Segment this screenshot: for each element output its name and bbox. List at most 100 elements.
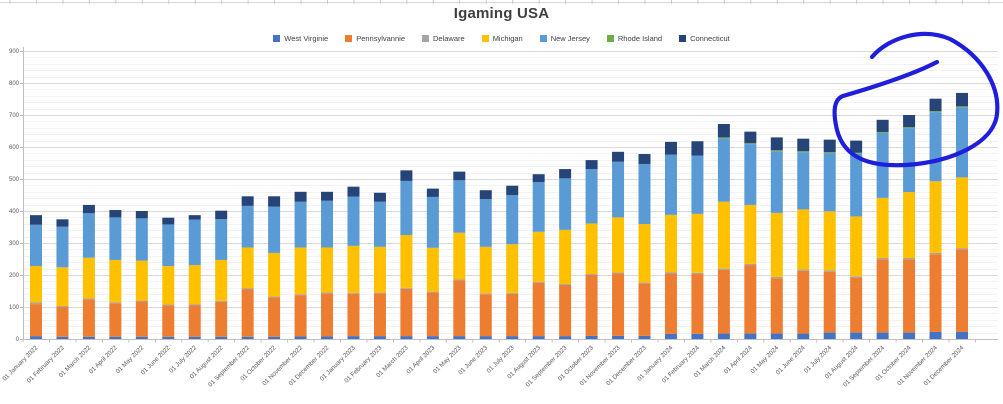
bar-segment[interactable] (82, 336, 95, 339)
bar-segment[interactable] (929, 111, 942, 113)
bar-segment[interactable] (797, 333, 810, 339)
bar-segment[interactable] (241, 289, 254, 337)
bar-segment[interactable] (691, 274, 704, 334)
bar-segment[interactable] (453, 279, 466, 281)
bar-segment[interactable] (506, 185, 519, 195)
bar-segment[interactable] (532, 281, 545, 283)
bar-segment[interactable] (188, 265, 201, 305)
bar-segment[interactable] (135, 300, 148, 302)
bar-segment[interactable] (850, 276, 863, 278)
bar-segment[interactable] (955, 92, 968, 107)
bar-01-june-2023[interactable] (479, 190, 492, 339)
bar-segment[interactable] (612, 161, 625, 218)
bar-segment[interactable] (929, 331, 942, 339)
bar-segment[interactable] (955, 107, 968, 178)
bar-segment[interactable] (744, 144, 757, 205)
bar-segment[interactable] (109, 302, 122, 304)
bar-segment[interactable] (585, 169, 598, 224)
bar-segment[interactable] (56, 306, 69, 307)
bar-segment[interactable] (559, 178, 572, 230)
bar-segment[interactable] (585, 275, 598, 336)
bar-segment[interactable] (638, 224, 651, 283)
bar-segment[interactable] (585, 335, 598, 339)
bar-segment[interactable] (82, 299, 95, 337)
legend-item-rhode-island[interactable]: Rhode Island (606, 34, 662, 43)
bar-segment[interactable] (876, 332, 889, 339)
bar-01-september-2024[interactable] (876, 119, 889, 339)
bar-segment[interactable] (876, 259, 889, 333)
bar-segment[interactable] (744, 131, 757, 144)
bar-segment[interactable] (56, 226, 69, 268)
bar-segment[interactable] (929, 181, 942, 253)
bar-segment[interactable] (426, 188, 439, 197)
bar-segment[interactable] (479, 199, 492, 247)
bar-segment[interactable] (691, 333, 704, 339)
bar-segment[interactable] (664, 273, 677, 334)
bar-segment[interactable] (135, 301, 148, 337)
bar-segment[interactable] (188, 215, 201, 220)
bar-01-december-2024[interactable] (955, 92, 968, 339)
bar-01-february-2024[interactable] (691, 141, 704, 339)
bar-segment[interactable] (770, 333, 783, 339)
bar-segment[interactable] (347, 336, 360, 339)
bar-segment[interactable] (823, 153, 836, 212)
bar-segment[interactable] (797, 152, 810, 210)
bar-segment[interactable] (612, 151, 625, 162)
bar-segment[interactable] (294, 294, 307, 296)
bar-segment[interactable] (744, 333, 757, 339)
bar-segment[interactable] (823, 270, 836, 272)
bar-01-january-2022[interactable] (30, 215, 42, 339)
bar-segment[interactable] (188, 219, 201, 266)
bar-segment[interactable] (188, 305, 201, 337)
bar-segment[interactable] (717, 201, 730, 269)
bar-segment[interactable] (56, 267, 69, 307)
bar-segment[interactable] (823, 152, 836, 154)
bar-01-august-2022[interactable] (215, 210, 228, 339)
bar-segment[interactable] (955, 248, 968, 250)
bar-segment[interactable] (823, 332, 836, 339)
bar-segment[interactable] (850, 277, 863, 333)
bar-segment[interactable] (691, 272, 704, 275)
bar-segment[interactable] (268, 252, 281, 297)
bar-segment[interactable] (82, 257, 95, 299)
bar-segment[interactable] (770, 150, 783, 152)
bar-01-june-2024[interactable] (797, 138, 810, 339)
bar-segment[interactable] (876, 131, 889, 133)
bar-segment[interactable] (903, 127, 916, 129)
bar-segment[interactable] (612, 217, 625, 273)
bar-segment[interactable] (903, 128, 916, 193)
bar-segment[interactable] (215, 210, 228, 219)
bar-01-july-2023[interactable] (506, 185, 519, 339)
bar-segment[interactable] (400, 288, 413, 337)
bar-segment[interactable] (321, 200, 334, 248)
bar-segment[interactable] (850, 140, 863, 153)
bar-segment[interactable] (347, 245, 360, 293)
bar-01-august-2024[interactable] (850, 140, 863, 339)
bar-segment[interactable] (532, 231, 545, 282)
bar-01-april-2022[interactable] (109, 210, 122, 339)
bar-segment[interactable] (30, 215, 42, 225)
bar-segment[interactable] (876, 258, 889, 260)
bar-segment[interactable] (162, 217, 175, 225)
bar-segment[interactable] (559, 284, 572, 337)
bar-segment[interactable] (717, 138, 730, 202)
bar-segment[interactable] (426, 336, 439, 339)
legend-item-pennsylvannie[interactable]: Pennsylvannie (345, 34, 405, 43)
bar-01-october-2022[interactable] (268, 196, 281, 339)
bar-segment[interactable] (241, 247, 254, 289)
bar-segment[interactable] (823, 139, 836, 153)
bar-segment[interactable] (321, 292, 334, 294)
bar-01-july-2022[interactable] (188, 215, 201, 339)
bar-segment[interactable] (559, 169, 572, 179)
bar-segment[interactable] (532, 336, 545, 339)
bar-segment[interactable] (850, 216, 863, 277)
legend-item-west-virginie[interactable]: West Virginie (273, 34, 328, 43)
bar-segment[interactable] (30, 224, 42, 267)
bar-segment[interactable] (506, 293, 519, 337)
bar-segment[interactable] (797, 151, 810, 153)
bar-segment[interactable] (903, 332, 916, 339)
bar-segment[interactable] (903, 259, 916, 333)
bar-segment[interactable] (294, 247, 307, 295)
bar-segment[interactable] (638, 154, 651, 164)
